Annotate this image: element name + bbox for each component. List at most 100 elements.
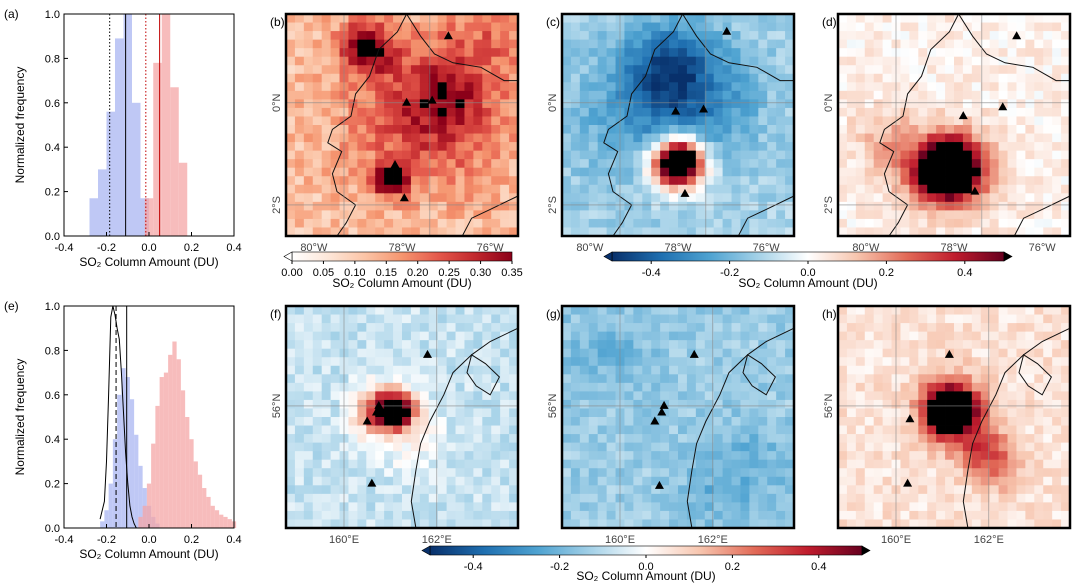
colorbar-tick-label: 0.4 xyxy=(811,561,826,573)
heatmap-cell xyxy=(989,365,1000,375)
heatmap-cell xyxy=(393,56,403,66)
heatmap-cell xyxy=(402,314,412,324)
heatmap-cell xyxy=(998,425,1008,435)
heatmap-cell xyxy=(1025,201,1035,211)
heatmap-cell xyxy=(366,417,376,426)
heatmap-cell xyxy=(971,210,982,220)
heatmap-cell xyxy=(669,442,679,452)
heatmap-cell xyxy=(998,502,1008,512)
heatmap-cell xyxy=(927,99,937,109)
heatmap-cell xyxy=(1016,142,1026,152)
heatmap-cell xyxy=(873,399,884,409)
heatmap-cell xyxy=(321,434,332,444)
heatmap-cell xyxy=(838,510,848,520)
heatmap-cell xyxy=(606,519,616,529)
heatmap-cell xyxy=(740,184,750,194)
heatmap-cell xyxy=(428,125,439,134)
heatmap-cell xyxy=(909,434,919,444)
heatmap-cell xyxy=(864,150,875,160)
heatmap-cell xyxy=(846,374,857,384)
heatmap-cell xyxy=(1043,399,1053,409)
heatmap-cell xyxy=(357,227,367,237)
heatmap-cell xyxy=(642,201,652,211)
heatmap-cell xyxy=(286,167,296,177)
heatmap-cell xyxy=(348,22,358,32)
heatmap-cell xyxy=(624,323,634,333)
heatmap-cell xyxy=(455,434,465,444)
heatmap-cell xyxy=(473,218,483,228)
heatmap-cell xyxy=(731,201,741,211)
heatmap-cell xyxy=(882,133,892,143)
heatmap-cell xyxy=(393,357,403,367)
heatmap-cell xyxy=(303,193,314,203)
heatmap-cell xyxy=(588,82,599,92)
heatmap-cell xyxy=(509,323,519,333)
heatmap-cell xyxy=(686,133,697,143)
heatmap-cell xyxy=(669,142,679,152)
heatmap-cell xyxy=(491,434,501,444)
heatmap-cell xyxy=(606,107,616,117)
heatmap-cell xyxy=(491,31,501,41)
heatmap-cell xyxy=(464,193,474,203)
heatmap-cell xyxy=(669,176,679,186)
heatmap-cell xyxy=(437,502,448,512)
heatmap-cell xyxy=(651,176,661,186)
heatmap-cell xyxy=(491,306,501,315)
heatmap-cell xyxy=(882,167,892,177)
heatmap-cell xyxy=(918,374,928,384)
colorbar-tick-label: 0.15 xyxy=(376,267,397,279)
heatmap-cell xyxy=(393,340,403,350)
heatmap-cell xyxy=(971,365,982,375)
heatmap-cell xyxy=(651,502,661,512)
heatmap-cell xyxy=(918,348,928,358)
heatmap-cell xyxy=(776,56,786,66)
heatmap-cell xyxy=(980,218,991,228)
heatmap-cell xyxy=(998,510,1008,520)
x-tick-label: -0.4 xyxy=(55,242,74,254)
heatmap-cell xyxy=(312,425,323,435)
histogram-bar xyxy=(134,434,139,528)
heatmap-cell xyxy=(945,90,955,100)
heatmap-cell xyxy=(882,434,892,444)
heatmap-cell xyxy=(1052,493,1062,503)
heatmap-cell xyxy=(713,502,724,512)
heatmap-cell xyxy=(482,107,492,117)
heatmap-cell xyxy=(312,159,323,169)
heatmap-cell xyxy=(437,348,448,358)
heatmap-cell xyxy=(980,142,991,152)
heatmap-cell xyxy=(713,56,724,66)
heatmap-cell xyxy=(776,510,786,520)
heatmap-cell xyxy=(393,48,403,58)
heatmap-cell xyxy=(731,306,741,315)
heatmap-cell xyxy=(446,510,456,520)
heatmap-cell xyxy=(927,142,937,152)
heatmap-cell xyxy=(864,365,875,375)
heatmap-cell xyxy=(669,391,679,401)
heatmap-cell xyxy=(767,22,777,32)
heatmap-cell xyxy=(713,476,724,486)
volcano-marker xyxy=(722,26,732,35)
heatmap-cell xyxy=(660,56,670,66)
heatmap-cell xyxy=(927,348,937,358)
heatmap-cell xyxy=(882,485,892,495)
heatmap-cell xyxy=(419,485,430,495)
heatmap-cell xyxy=(918,14,928,23)
heatmap-cell xyxy=(713,99,724,109)
heatmap-cell xyxy=(570,142,581,152)
heatmap-cell xyxy=(767,218,777,228)
heatmap-cell xyxy=(330,82,340,92)
heatmap-cell xyxy=(1043,48,1053,58)
heatmap-cell xyxy=(660,434,670,444)
heatmap-cell xyxy=(393,125,403,134)
heatmap-cell xyxy=(410,425,421,435)
heatmap-cell xyxy=(927,133,937,143)
heatmap-cell xyxy=(500,468,510,478)
heatmap-cell xyxy=(482,485,492,495)
heatmap-cell xyxy=(482,176,492,186)
heatmap-cell xyxy=(758,357,768,367)
longitude-label: 162°E xyxy=(974,534,1004,546)
heatmap-cell xyxy=(294,22,305,32)
heatmap-cell xyxy=(873,201,884,211)
heatmap-cell xyxy=(402,39,412,49)
heatmap-cell xyxy=(357,425,367,435)
